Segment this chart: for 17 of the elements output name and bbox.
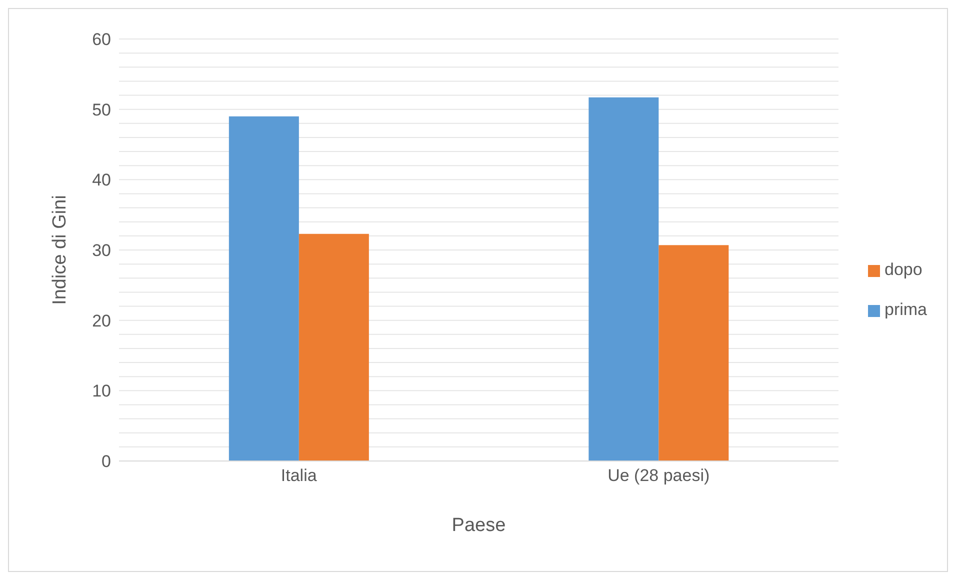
y-tick-label: 0: [102, 452, 111, 471]
bar: [228, 116, 299, 461]
y-tick-label: 20: [92, 311, 111, 330]
bar: [298, 234, 369, 461]
y-tick-label: 30: [92, 241, 111, 260]
x-tick-label: Ue (28 paesi): [608, 466, 710, 486]
legend-label: prima: [884, 300, 927, 319]
x-axis-title: Paese: [452, 515, 506, 536]
bar: [658, 245, 729, 461]
y-axis-title: Indice di Gini: [50, 195, 71, 305]
y-tick-label: 40: [92, 170, 111, 190]
y-tick-label: 50: [92, 100, 111, 120]
bar: [588, 97, 659, 461]
x-tick-label: Italia: [280, 466, 318, 486]
legend-label: dopo: [884, 260, 922, 279]
y-tick-label: 10: [92, 382, 111, 401]
y-tick-label: 60: [92, 30, 111, 49]
